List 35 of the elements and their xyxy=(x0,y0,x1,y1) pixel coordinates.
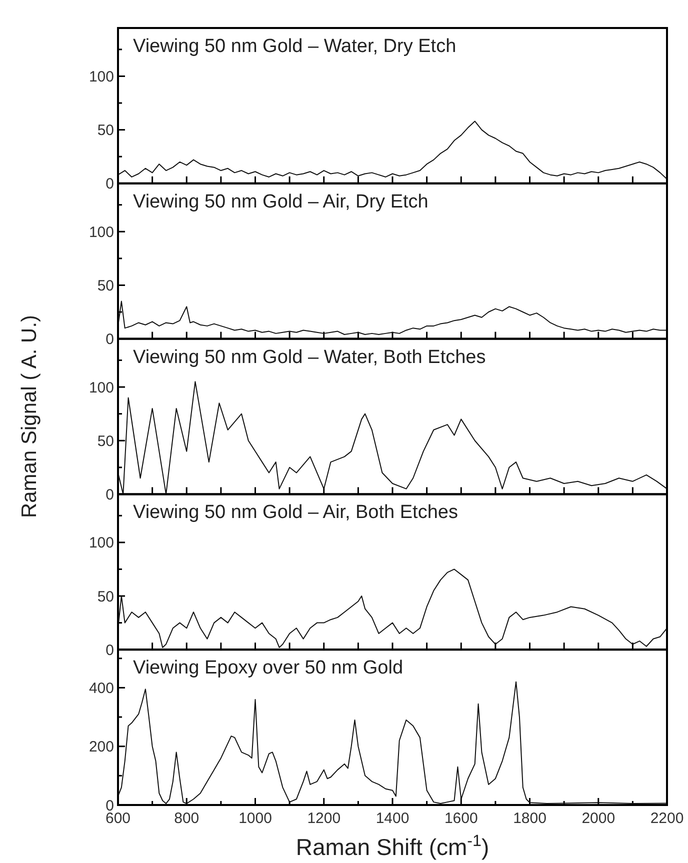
y-tick-label: 50 xyxy=(97,432,114,450)
y-tick-label: 100 xyxy=(88,68,114,86)
y-tick-label: 0 xyxy=(106,642,114,659)
y-tick-label: 50 xyxy=(97,122,114,140)
line-series xyxy=(118,120,668,180)
x-tick-label: 800 xyxy=(174,810,200,827)
y-tick-label: 50 xyxy=(97,588,114,606)
y-tick-label: 0 xyxy=(106,486,114,504)
x-tick-label: 2200 xyxy=(650,810,684,827)
x-tick-label: 1200 xyxy=(307,810,341,827)
y-tick-label: 100 xyxy=(88,379,114,396)
y-tick-label: 100 xyxy=(88,534,114,552)
x-tick-label: 1400 xyxy=(376,810,410,827)
x-axis-title: Raman Shift (cm$^{-1}$) xyxy=(296,832,490,860)
line-series xyxy=(118,568,668,648)
line-series xyxy=(118,300,668,336)
x-tick-label: 600 xyxy=(105,810,131,827)
x-tick-label: 2000 xyxy=(582,810,616,827)
y-tick-label: 0 xyxy=(106,176,114,193)
y-axis-title: Raman Signal ( A. U.) xyxy=(18,314,41,518)
x-tick-label: 1600 xyxy=(444,810,478,827)
line-series xyxy=(118,381,668,495)
chart-title: Viewing 50 nm Gold – Water, Dry Etch xyxy=(133,36,456,57)
chart-title: Viewing Epoxy over 50 nm Gold xyxy=(133,658,404,679)
chart-title: Viewing 50 nm Gold – Water, Both Etches xyxy=(133,346,486,368)
x-tick-label: 1000 xyxy=(238,810,272,827)
line-series xyxy=(118,681,668,804)
chart-title: Viewing 50 nm Gold – Air, Dry Etch xyxy=(133,191,428,212)
y-tick-label: 50 xyxy=(97,277,114,294)
y-tick-label: 0 xyxy=(106,331,114,348)
y-tick-label: 200 xyxy=(88,738,114,756)
y-tick-label: 100 xyxy=(88,224,114,241)
x-tick-label: 1800 xyxy=(513,810,546,827)
y-tick-label: 400 xyxy=(88,680,114,697)
chart-title: Viewing 50 nm Gold – Air, Both Etches xyxy=(133,502,458,524)
